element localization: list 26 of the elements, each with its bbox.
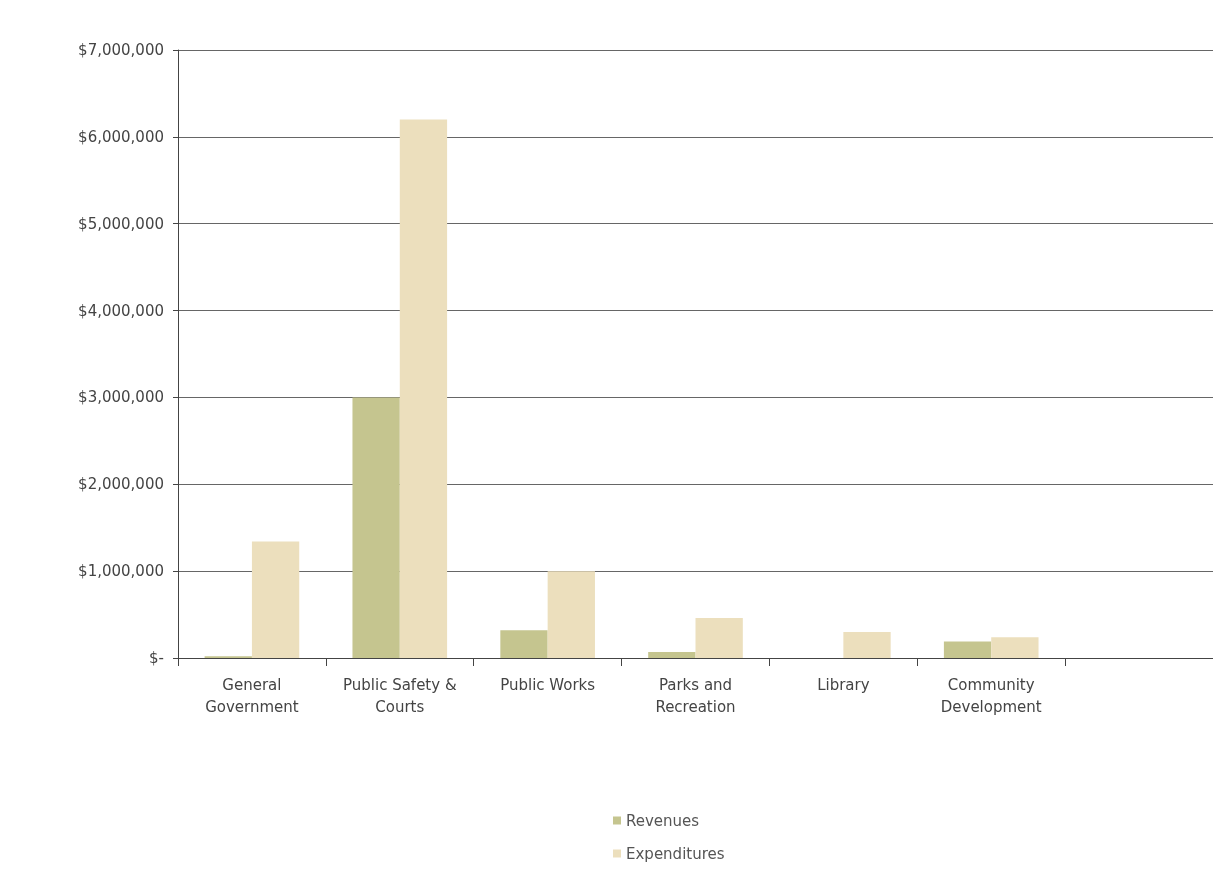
x-tick-label: Parks and Recreation xyxy=(655,676,736,716)
bar xyxy=(943,641,992,658)
bar xyxy=(991,637,1039,658)
x-tick-label: General Government xyxy=(205,676,299,716)
legend-label: Expenditures xyxy=(626,844,725,863)
bar xyxy=(843,631,891,658)
y-tick-label: $6,000,000 xyxy=(78,127,164,146)
y-tick-label: $5,000,000 xyxy=(78,214,164,233)
y-tick-label: $1,000,000 xyxy=(78,562,164,581)
bar xyxy=(648,651,696,658)
y-tick-label: $- xyxy=(149,649,164,667)
x-tick-label: Library xyxy=(817,676,870,694)
y-tick-label: $2,000,000 xyxy=(78,475,164,494)
bar xyxy=(695,618,743,658)
y-tick-label: $3,000,000 xyxy=(78,388,164,407)
bar xyxy=(399,119,448,658)
x-tick-label: Community Development xyxy=(940,676,1042,716)
bar xyxy=(251,541,300,658)
legend-label: Revenues xyxy=(626,811,700,830)
bar xyxy=(500,630,548,658)
y-tick-label: $7,000,000 xyxy=(78,41,164,59)
x-tick-label: Public Safety & Courts xyxy=(342,676,457,716)
bar xyxy=(352,397,400,658)
bar xyxy=(547,571,595,658)
y-tick-label: $4,000,000 xyxy=(78,301,164,320)
x-tick-label: Public Works xyxy=(500,676,596,694)
